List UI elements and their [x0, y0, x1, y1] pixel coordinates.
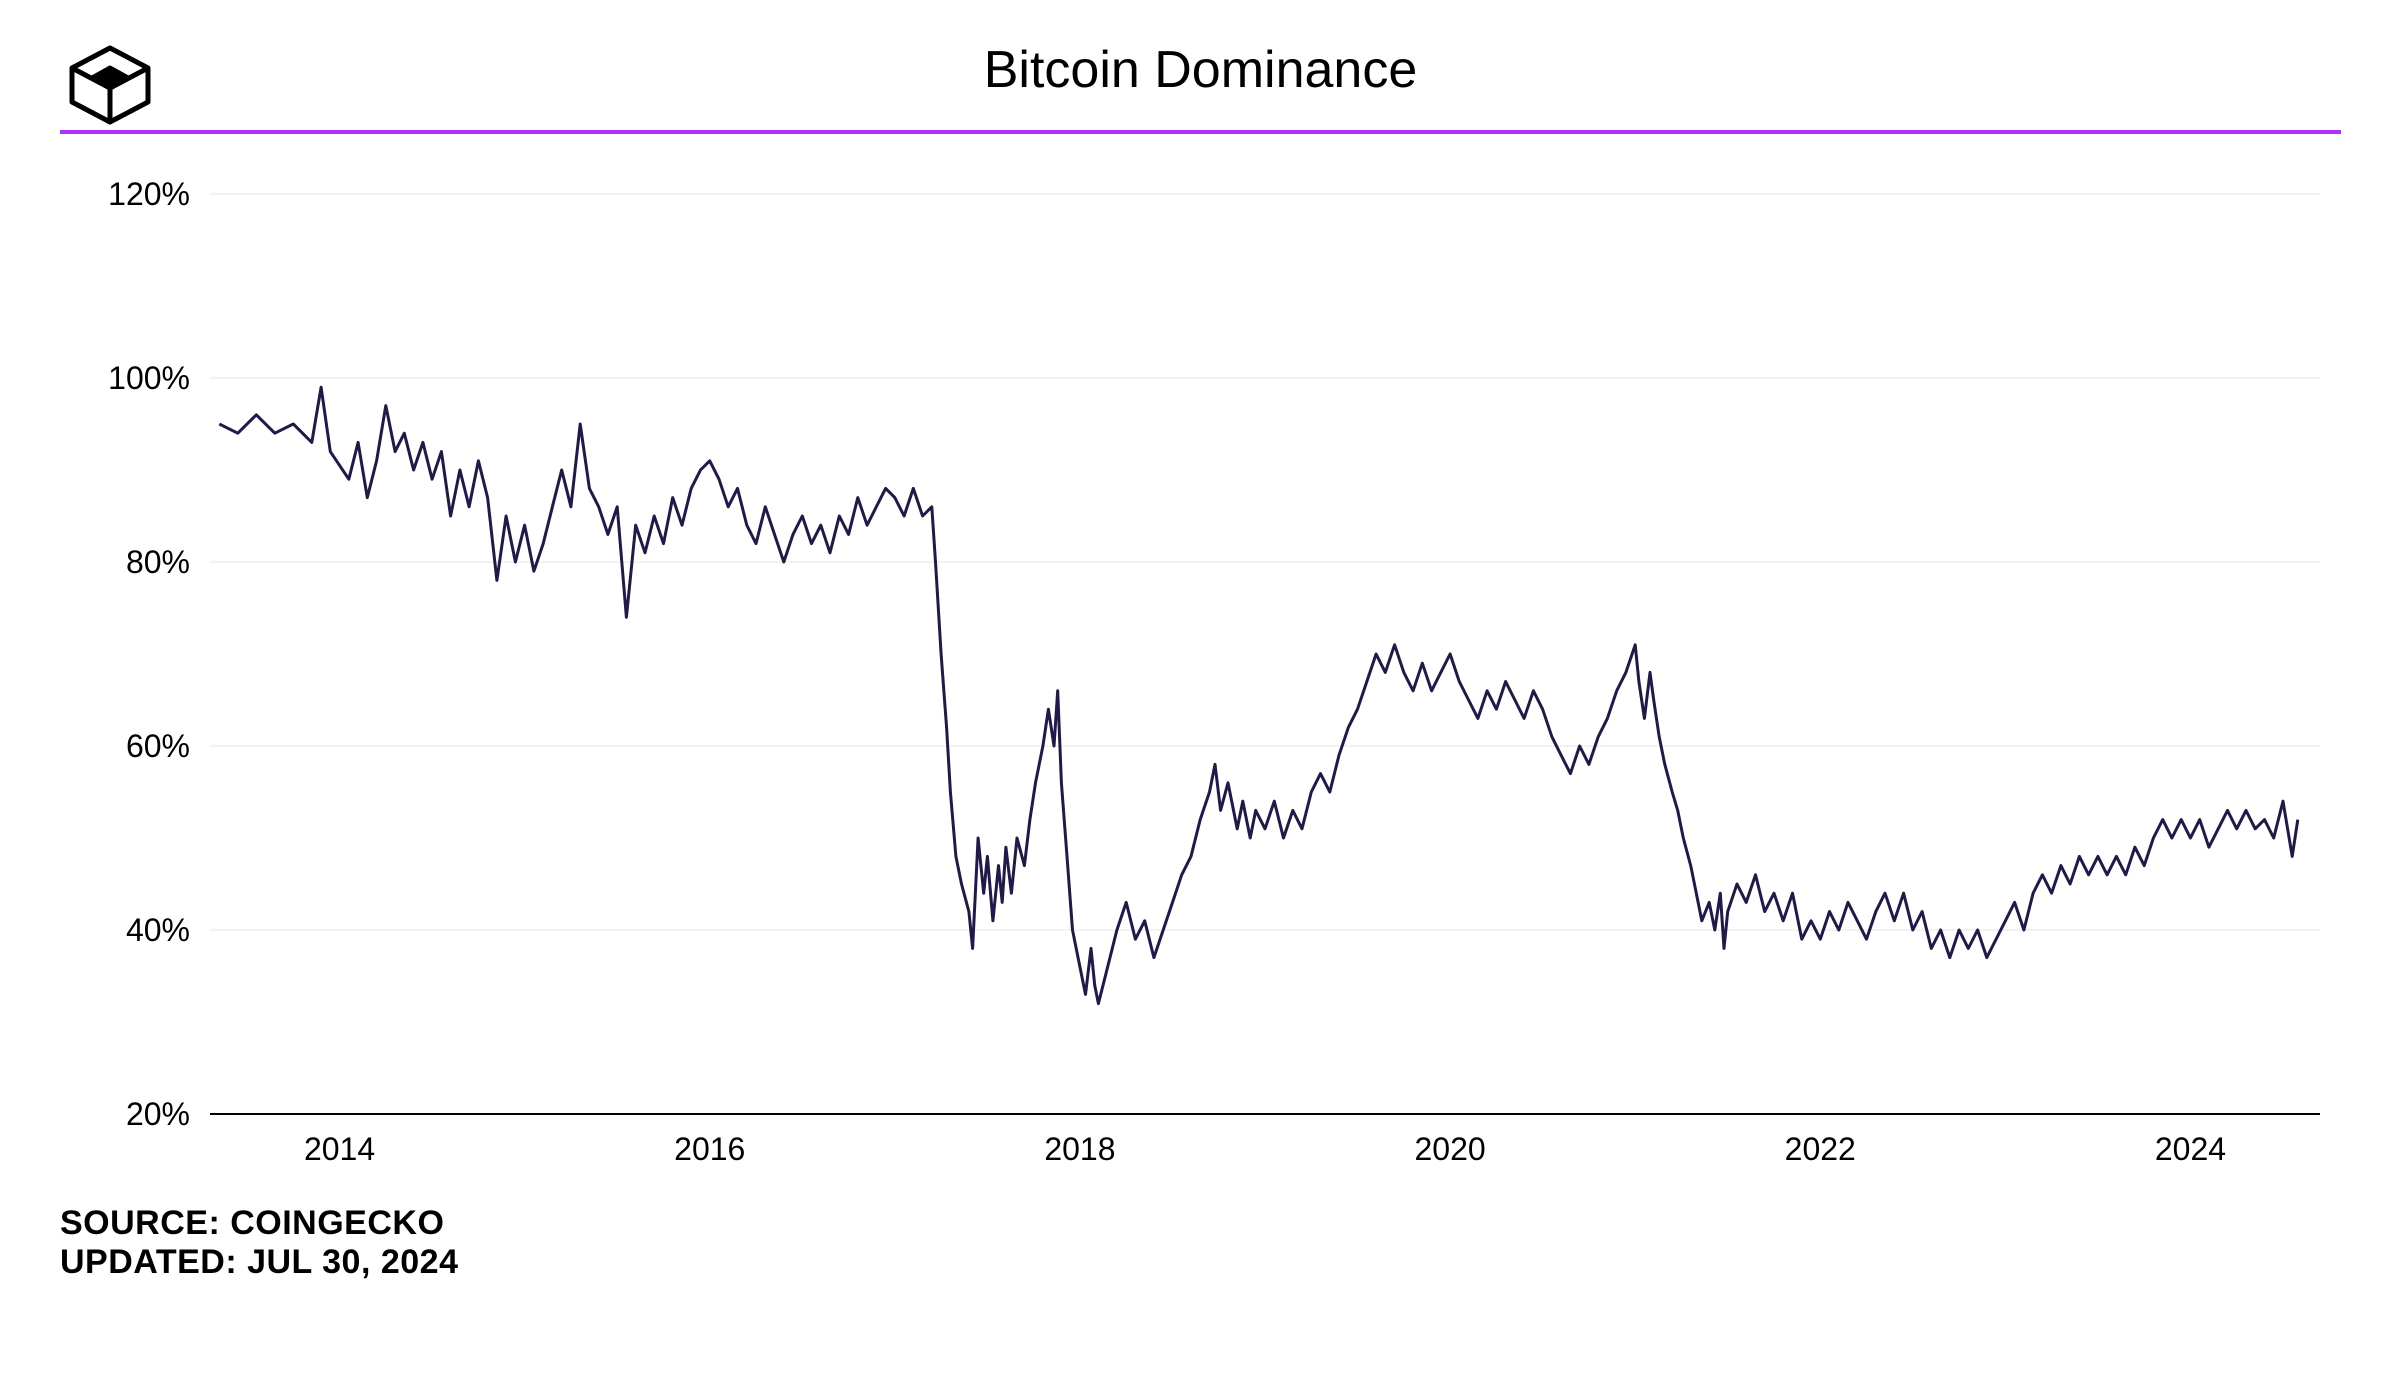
x-tick-label: 2022: [1785, 1131, 1856, 1167]
x-tick-label: 2014: [304, 1131, 375, 1167]
source-label: SOURCE: COINGECKO: [60, 1204, 2341, 1243]
chart-svg: 20% 40% 60% 80% 100% 120% 2014 2016 2018 2020 2022…: [60, 174, 2341, 1184]
series-line: [219, 387, 2298, 1003]
chart-title: Bitcoin Dominance: [60, 40, 2341, 100]
header: Bitcoin Dominance: [0, 0, 2401, 130]
x-tick-label: 2024: [2155, 1131, 2226, 1167]
y-tick-label: 60%: [126, 728, 190, 764]
updated-label: UPDATED: JUL 30, 2024: [60, 1243, 2341, 1282]
x-tick-label: 2016: [674, 1131, 745, 1167]
chart-area: 20% 40% 60% 80% 100% 120% 2014 2016 2018 2020 2022…: [60, 174, 2341, 1184]
y-tick-label: 80%: [126, 544, 190, 580]
logo-icon: [60, 40, 160, 135]
y-tick-label: 40%: [126, 912, 190, 948]
footer: SOURCE: COINGECKO UPDATED: JUL 30, 2024: [0, 1184, 2401, 1282]
x-tick-label: 2018: [1044, 1131, 1115, 1167]
y-tick-label: 20%: [126, 1096, 190, 1132]
y-tick-label: 120%: [108, 176, 190, 212]
x-tick-label: 2020: [1414, 1131, 1485, 1167]
y-tick-label: 100%: [108, 360, 190, 396]
accent-line: [60, 130, 2341, 134]
